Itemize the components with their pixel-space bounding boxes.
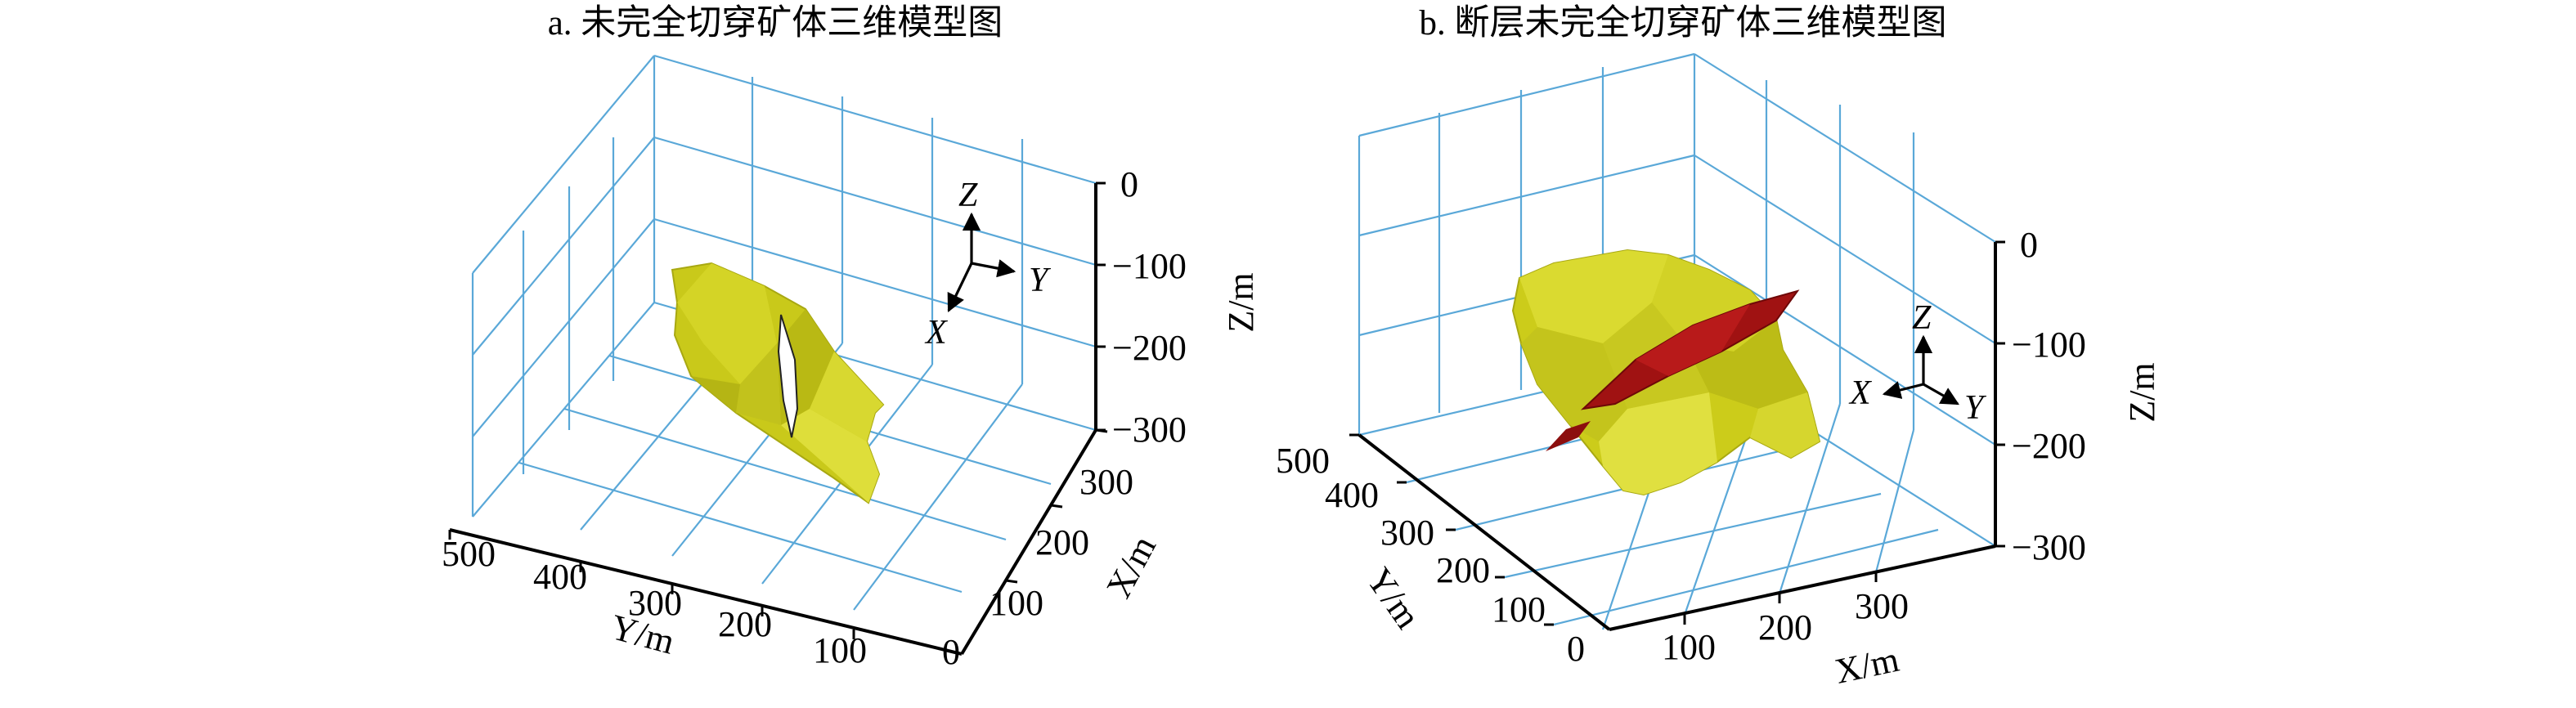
panel-b: b. 断层未完全切穿矿体三维模型图	[1276, 3, 2162, 692]
panel-a-z-label: Z/m	[1221, 272, 1261, 332]
panel-a-ore-body	[671, 262, 885, 504]
panel-a-z-tick: −300	[1112, 410, 1187, 450]
panel-b-x-tick: 200	[1758, 607, 1812, 648]
panel-b-title: b. 断层未完全切穿矿体三维模型图	[1420, 3, 1947, 43]
panel-a-y-tick: 200	[718, 604, 772, 644]
panel-b-x-label: X/m	[1832, 639, 1903, 692]
panel-a-z-tick: 0	[1120, 164, 1138, 204]
panel-b-x-tick: 100	[1662, 627, 1716, 667]
panel-a-y-tick: 400	[533, 557, 587, 597]
panel-a-x-tick: 200	[1035, 522, 1089, 562]
panel-b-triad-z: Z	[1912, 299, 1932, 337]
panel-b-x-tick: 0	[1567, 629, 1585, 669]
panel-a-axes	[448, 181, 1108, 656]
panel-a-x-tick: 300	[1079, 462, 1133, 502]
panel-b-z-tick: −300	[2012, 527, 2086, 567]
panel-a-z-tick: −200	[1112, 328, 1187, 368]
panel-b-y-tick: 500	[1276, 441, 1330, 481]
panel-b-y-tick: 400	[1325, 475, 1379, 515]
panel-a-z-tick: −100	[1112, 246, 1187, 286]
panel-b-z-tick: 0	[2020, 225, 2038, 265]
panel-a-triad-x: X	[924, 314, 949, 352]
panel-a-y-tick: 100	[813, 630, 867, 670]
panel-a-triad-y: Y	[1029, 262, 1052, 299]
panel-b-y-tick: 100	[1492, 589, 1546, 630]
panel-b-z-tick: −200	[2012, 426, 2086, 466]
panel-a-x-tick: 0	[942, 632, 960, 672]
panel-b-z-tick: −100	[2012, 325, 2086, 365]
panel-b-x-tick: 300	[1855, 586, 1909, 626]
panel-a-y-tick: 500	[442, 534, 496, 574]
panel-a-triad-z: Z	[958, 177, 978, 214]
panel-a-title: a. 未完全切穿矿体三维模型图	[548, 3, 1003, 43]
panel-b-fault-plane	[1546, 289, 1800, 451]
panel-a: a. 未完全切穿矿体三维模型图	[442, 3, 1261, 672]
panel-b-y-tick: 300	[1380, 513, 1434, 553]
panel-b-axes	[1349, 240, 2005, 631]
panel-b-z-label: Z/m	[2122, 362, 2162, 422]
panel-a-orientation-triad: Z Y X	[924, 177, 1052, 352]
panel-b-y-label: Y/m	[1358, 561, 1428, 636]
panel-a-y-tick: 300	[628, 583, 682, 623]
panel-b-triad-y: Y	[1964, 389, 1987, 427]
panel-b-orientation-triad: Z X Y	[1848, 299, 1987, 427]
panel-a-x-tick: 100	[990, 583, 1043, 623]
panel-b-y-tick: 200	[1436, 550, 1490, 590]
panel-b-triad-x: X	[1848, 374, 1873, 412]
panel-a-x-label: X/m	[1098, 529, 1164, 604]
